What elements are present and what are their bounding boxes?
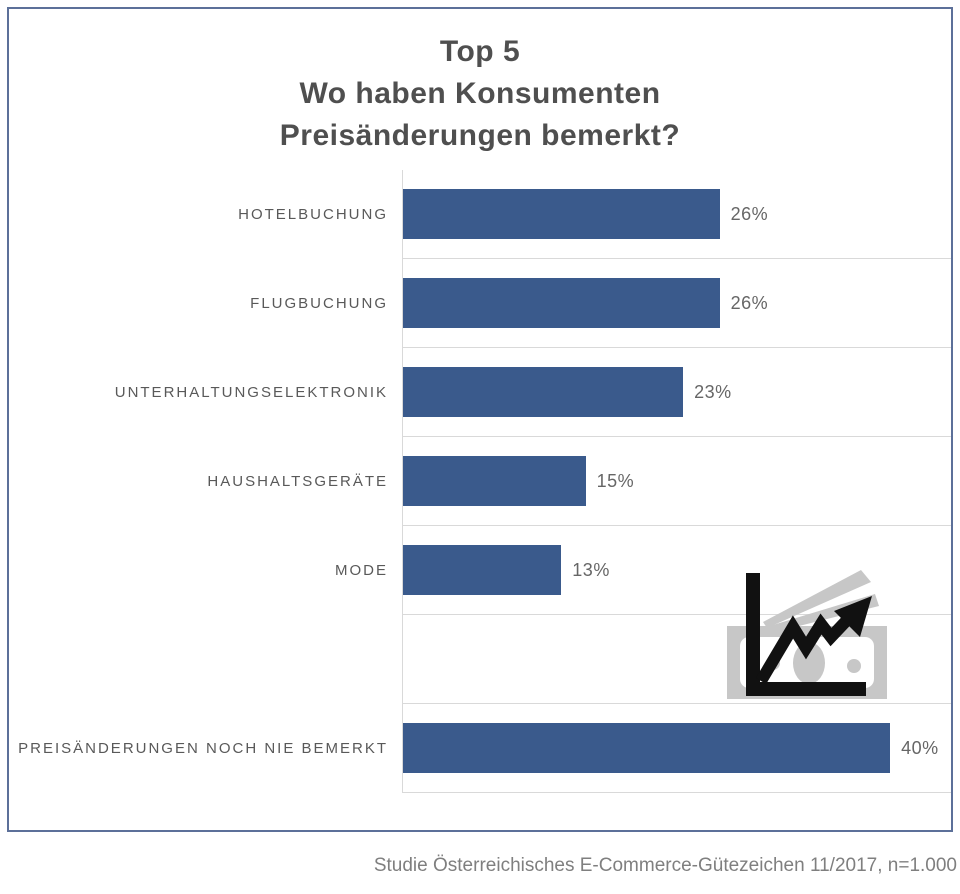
chart-title-line-3: Preisänderungen bemerkt?: [279, 119, 681, 152]
bar-row: PREISÄNDERUNGEN NOCH NIE BEMERKT 40%: [9, 704, 951, 793]
bar: [403, 367, 684, 417]
category-label: UNTERHALTUNGSELEKTRONIK: [114, 384, 388, 401]
chart-frame: Top 5 Wo haben Konsumenten Preisänderung…: [7, 7, 953, 832]
bar: [403, 723, 891, 773]
bar-track: 15%: [402, 437, 951, 526]
bar-track: 26%: [402, 170, 951, 259]
category-label: [9, 615, 402, 704]
category-label: FLUGBUCHUNG: [250, 295, 388, 312]
category-label: PREISÄNDERUNGEN NOCH NIE BEMERKT: [18, 740, 388, 757]
bar-track: 13%: [402, 526, 951, 615]
value-label: 40%: [901, 737, 939, 758]
chart-title: Top 5 Wo haben Konsumenten Preisänderung…: [9, 31, 951, 157]
bar-row: FLUGBUCHUNG 26%: [9, 259, 951, 348]
category-label: HOTELBUCHUNG: [238, 206, 388, 223]
value-label: 13%: [572, 559, 610, 580]
bar-track: 23%: [402, 348, 951, 437]
bar-track: [402, 615, 951, 704]
chart-axes-icon: [746, 573, 866, 696]
value-label: 23%: [694, 381, 732, 402]
chart-title-line-1: Top 5: [439, 35, 521, 68]
bar: [403, 456, 586, 506]
bar-row: MODE 13%: [9, 526, 951, 615]
bar-track: 40%: [402, 704, 951, 793]
value-label: 26%: [730, 203, 769, 224]
fanned-note-icon: [763, 570, 871, 628]
category-label: HAUSHALTSGERÄTE: [207, 473, 388, 490]
value-label: 15%: [596, 470, 635, 491]
plot-area: HOTELBUCHUNG 26% FLUGBUCHUNG 26% UNTERHALTUN…: [9, 170, 951, 793]
bar: [403, 189, 720, 239]
bar-row: UNTERHALTUNGSELEKTRONIK 23%: [9, 348, 951, 437]
category-label: MODE: [335, 562, 388, 579]
bar-row: [9, 615, 951, 704]
rising-prices-money-chart-icon: [727, 570, 887, 699]
bar: [403, 545, 562, 595]
rising-arrow-icon: [755, 596, 872, 685]
bar-track: 26%: [402, 259, 951, 348]
value-label: 26%: [730, 292, 769, 313]
bar-row: HAUSHALTSGERÄTE 15%: [9, 437, 951, 526]
bar-row: HOTELBUCHUNG 26%: [9, 170, 951, 259]
source-note: Studie Österreichisches E-Commerce-Gütez…: [373, 855, 957, 876]
bar: [403, 278, 720, 328]
chart-title-line-2: Wo haben Konsumenten: [299, 77, 661, 110]
